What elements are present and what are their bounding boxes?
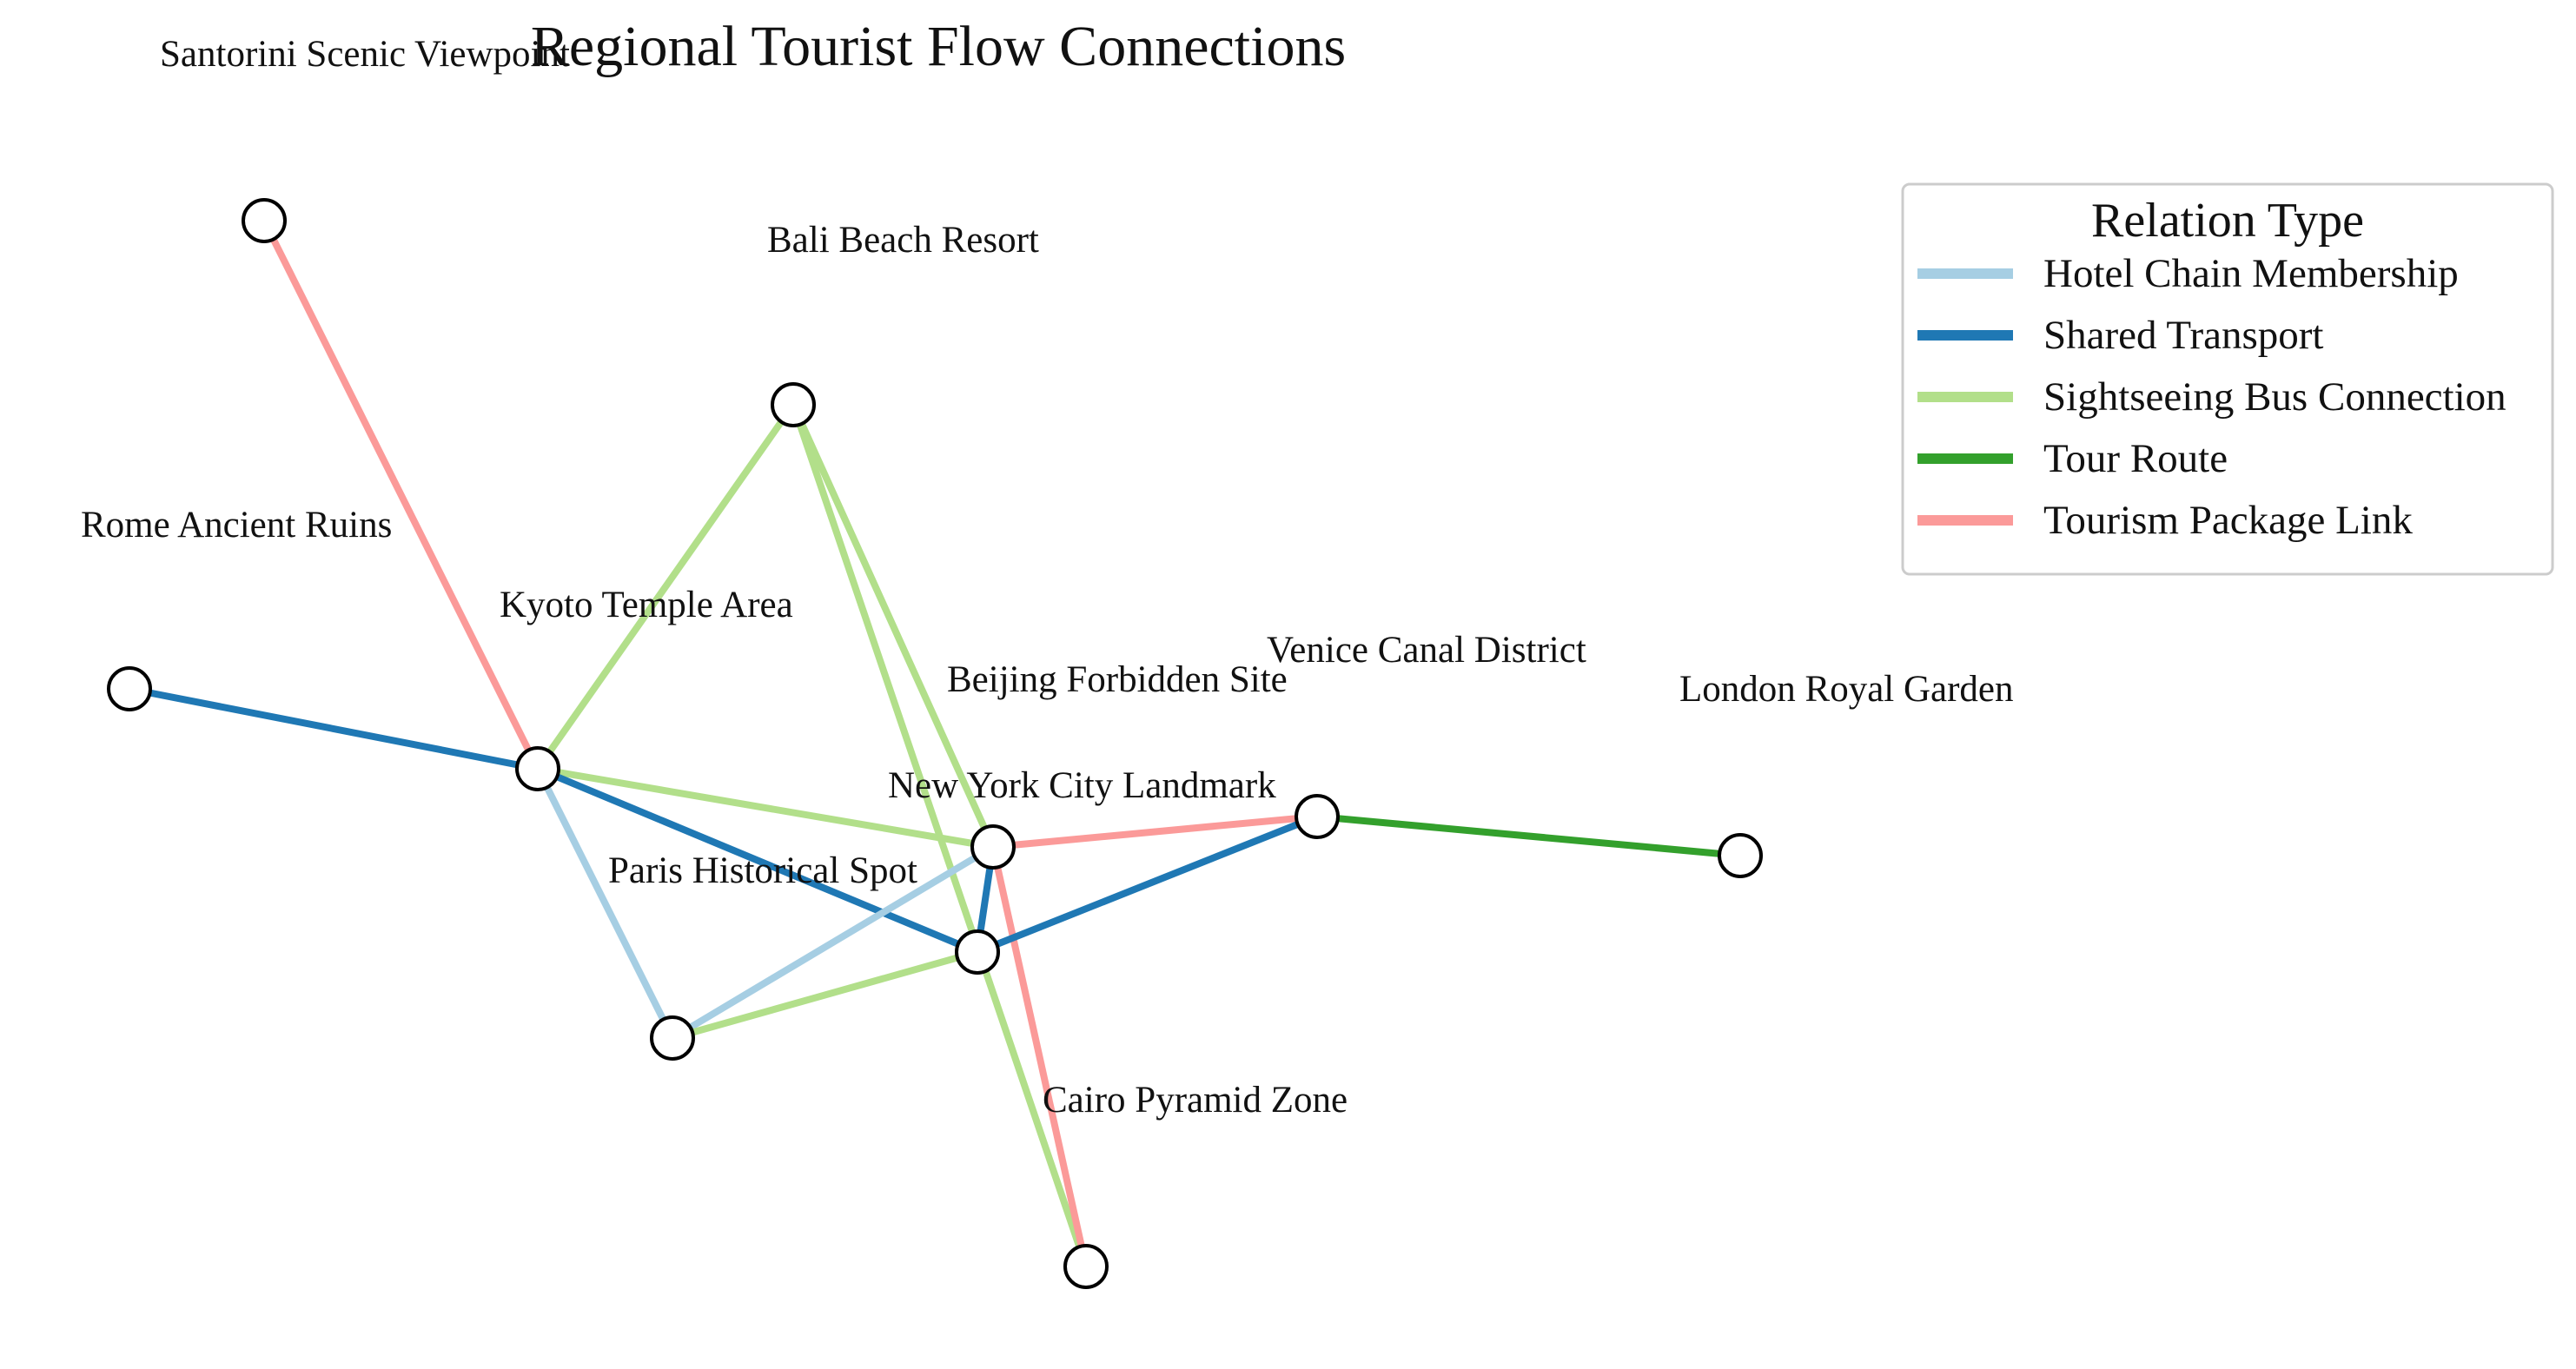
legend-label-tour: Tour Route: [2043, 436, 2228, 481]
edges-layer: [129, 219, 1741, 1268]
node-santorini[interactable]: [242, 198, 287, 243]
edge-bali-kyoto: [534, 402, 797, 771]
edge-bali-newyork: [790, 403, 997, 849]
node-label-paris: Paris Historical Spot: [608, 850, 917, 891]
node-london[interactable]: [1718, 833, 1763, 878]
legend-label-transport: Shared Transport: [2043, 313, 2323, 358]
node-label-rome: Rome Ancient Ruins: [81, 505, 392, 546]
node-label-kyoto: Kyoto Temple Area: [500, 585, 793, 625]
edge-newyork-cairo: [990, 846, 1089, 1267]
node-label-beijing: Beijing Forbidden Site: [947, 659, 1288, 700]
node-paris[interactable]: [650, 1015, 695, 1061]
edge-kyoto-newyork: [537, 765, 994, 850]
node-label-london: London Royal Garden: [1679, 669, 2014, 710]
legend-label-package: Tourism Package Link: [2043, 498, 2413, 543]
edge-kyoto-beijing: [536, 765, 979, 956]
node-label-newyork: New York City Landmark: [888, 765, 1276, 806]
node-venice[interactable]: [1295, 794, 1340, 839]
nodes-layer: [107, 198, 1763, 1289]
node-label-venice: Venice Canal District: [1267, 630, 1586, 671]
legend-items: Hotel Chain Membership Shared Transport Si…: [1917, 251, 2506, 543]
node-bali[interactable]: [771, 382, 816, 427]
labels-layer: Santorini Scenic Viewpoint Bali Beach Res…: [81, 34, 2014, 1121]
legend: Relation Type Hotel Chain Membership Shar…: [1901, 182, 2554, 576]
node-label-santorini: Santorini Scenic Viewpoint: [160, 34, 570, 75]
edge-venice-london: [1316, 813, 1741, 859]
node-newyork[interactable]: [970, 824, 1016, 870]
edge-kyoto-paris: [534, 767, 676, 1040]
diagram-title: Regional Tourist Flow Connections: [531, 15, 1346, 78]
node-cairo[interactable]: [1063, 1244, 1109, 1289]
edge-beijing-venice: [976, 813, 1319, 956]
edge-paris-newyork: [670, 843, 996, 1042]
legend-label-bus: Sightseeing Bus Connection: [2043, 374, 2506, 420]
node-beijing[interactable]: [955, 929, 1000, 975]
node-label-bali: Bali Beach Resort: [767, 220, 1039, 261]
node-rome[interactable]: [107, 666, 152, 711]
edge-paris-beijing: [671, 949, 979, 1042]
legend-title: Relation Type: [2091, 194, 2364, 248]
edge-newyork-venice: [992, 813, 1318, 850]
node-kyoto[interactable]: [515, 746, 560, 791]
node-label-cairo: Cairo Pyramid Zone: [1043, 1080, 1348, 1121]
edge-santorini-kyoto: [261, 219, 541, 770]
legend-label-hotel: Hotel Chain Membership: [2043, 251, 2459, 296]
edge-rome-kyoto: [129, 685, 539, 772]
legend-frame: [1901, 182, 2554, 576]
